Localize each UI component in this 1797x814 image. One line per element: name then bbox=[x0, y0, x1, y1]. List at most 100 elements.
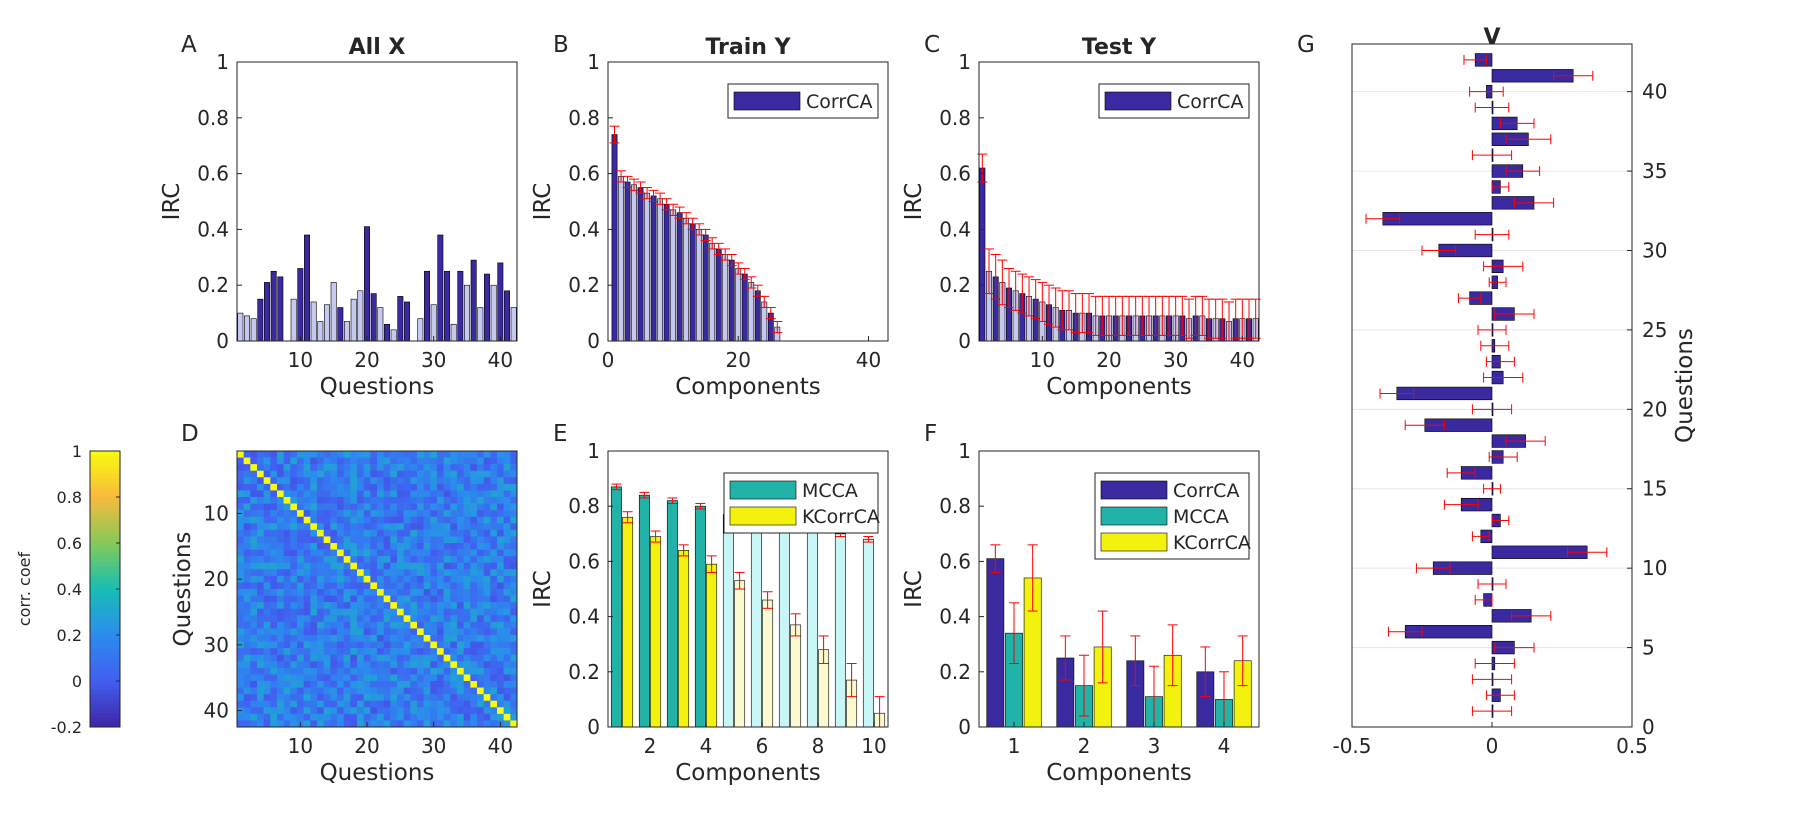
heatmap-cell bbox=[423, 582, 431, 590]
heatmap-cell bbox=[423, 648, 431, 656]
heatmap-cell bbox=[257, 536, 264, 544]
heatmap-cell bbox=[443, 549, 451, 557]
heatmap-cell bbox=[503, 516, 511, 524]
y-tick-label: 30 bbox=[204, 633, 229, 657]
heatmap-cell bbox=[503, 464, 511, 472]
heatmap-cell bbox=[397, 635, 404, 642]
heatmap-cell bbox=[403, 628, 411, 636]
bar bbox=[357, 290, 364, 342]
bar bbox=[397, 296, 404, 342]
heatmap-cell bbox=[363, 589, 371, 596]
axes-box bbox=[1351, 43, 1633, 728]
heatmap-cell bbox=[397, 707, 404, 715]
heatmap-cell bbox=[350, 582, 358, 590]
legend: CorrCA bbox=[727, 83, 879, 119]
heatmap-cell bbox=[397, 490, 404, 498]
heatmap-cell bbox=[290, 674, 298, 682]
x-tick-label: 40 bbox=[488, 348, 513, 372]
heatmap-cell bbox=[330, 608, 338, 616]
panel-letter-g: G bbox=[1297, 32, 1315, 58]
heatmap-cell bbox=[297, 648, 304, 656]
heatmap-cell bbox=[503, 654, 511, 662]
heatmap-cell bbox=[477, 687, 484, 695]
heatmap-cell bbox=[443, 510, 451, 518]
heatmap-cell bbox=[383, 635, 391, 642]
heatmap-cell bbox=[277, 523, 284, 531]
heatmap-cell bbox=[317, 529, 324, 537]
heatmap-cell bbox=[337, 556, 344, 564]
heatmap-cell bbox=[463, 470, 471, 478]
y-tick-label: 0.6 bbox=[568, 549, 600, 573]
x-tick-label: 40 bbox=[488, 734, 513, 758]
heatmap-cell bbox=[490, 648, 498, 656]
heatmap-cell bbox=[423, 608, 431, 616]
heatmap-cell bbox=[310, 543, 318, 550]
heatmap-cell bbox=[283, 589, 291, 596]
heatmap-cell bbox=[450, 654, 458, 662]
heatmap-cell bbox=[470, 641, 478, 649]
heatmap-cell bbox=[483, 674, 491, 682]
heatmap-cell bbox=[303, 523, 311, 531]
bar bbox=[611, 134, 618, 342]
heatmap-cell bbox=[343, 470, 351, 478]
heatmap-cell bbox=[490, 589, 498, 596]
heatmap-cell bbox=[343, 589, 351, 596]
panel-letter-d: D bbox=[181, 421, 199, 447]
legend-swatch-corrca bbox=[1104, 91, 1172, 111]
heatmap-cell bbox=[477, 674, 484, 682]
heatmap-cell bbox=[377, 562, 384, 570]
heatmap-cell bbox=[377, 575, 384, 583]
colorbar-band bbox=[90, 538, 120, 544]
heatmap-cell bbox=[423, 503, 431, 511]
heatmap-cell bbox=[497, 516, 504, 524]
heatmap-cell bbox=[270, 451, 278, 458]
heatmap-cell bbox=[323, 451, 331, 458]
heatmap-cell bbox=[297, 569, 304, 577]
heatmap-cell bbox=[317, 589, 324, 596]
heatmap-cell bbox=[237, 529, 244, 537]
heatmap-cell bbox=[270, 523, 278, 531]
heatmap-cell bbox=[270, 575, 278, 583]
heatmap-cell bbox=[357, 556, 364, 564]
heatmap-cell bbox=[297, 661, 304, 669]
heatmap-cell bbox=[350, 464, 358, 472]
heatmap-cell bbox=[503, 490, 511, 498]
heatmap-cell bbox=[257, 641, 264, 649]
heatmap-cell bbox=[383, 523, 391, 531]
heatmap-cell bbox=[377, 661, 384, 669]
heatmap-cell bbox=[477, 700, 484, 708]
heatmap-cell bbox=[317, 477, 324, 485]
heatmap-cell bbox=[323, 635, 331, 642]
heatmap-cell bbox=[510, 503, 518, 511]
heatmap-cell bbox=[377, 589, 384, 596]
heatmap-cell bbox=[363, 477, 371, 485]
heatmap-cell bbox=[257, 556, 264, 564]
heatmap-cell bbox=[323, 608, 331, 616]
x-tick-label: 10 bbox=[288, 734, 313, 758]
heatmap-cell bbox=[350, 523, 358, 531]
heatmap-cell bbox=[417, 694, 424, 702]
heatmap-cell bbox=[457, 483, 464, 491]
heatmap-cell bbox=[463, 497, 471, 504]
heatmap-cell bbox=[443, 451, 451, 458]
heatmap-cell bbox=[430, 687, 438, 695]
heatmap-cell bbox=[403, 549, 411, 557]
heatmap-cell bbox=[423, 667, 431, 675]
heatmap-cell bbox=[423, 720, 431, 728]
heatmap-cell bbox=[337, 562, 344, 570]
heatmap-cell bbox=[337, 589, 344, 596]
heatmap-cell bbox=[270, 477, 278, 485]
heatmap-cell bbox=[290, 654, 298, 662]
heatmap-cell bbox=[283, 674, 291, 682]
heatmap-cell bbox=[317, 720, 324, 728]
heatmap-cell bbox=[357, 543, 364, 550]
heatmap-cell bbox=[490, 497, 498, 504]
heatmap-cell bbox=[330, 694, 338, 702]
heatmap-cell bbox=[297, 621, 304, 629]
heatmap-cell bbox=[330, 549, 338, 557]
heatmap-cell bbox=[430, 707, 438, 715]
heatmap-cell bbox=[390, 667, 398, 675]
heatmap-cell bbox=[337, 483, 344, 491]
heatmap-cell bbox=[497, 654, 504, 662]
heatmap-cell bbox=[343, 569, 351, 577]
